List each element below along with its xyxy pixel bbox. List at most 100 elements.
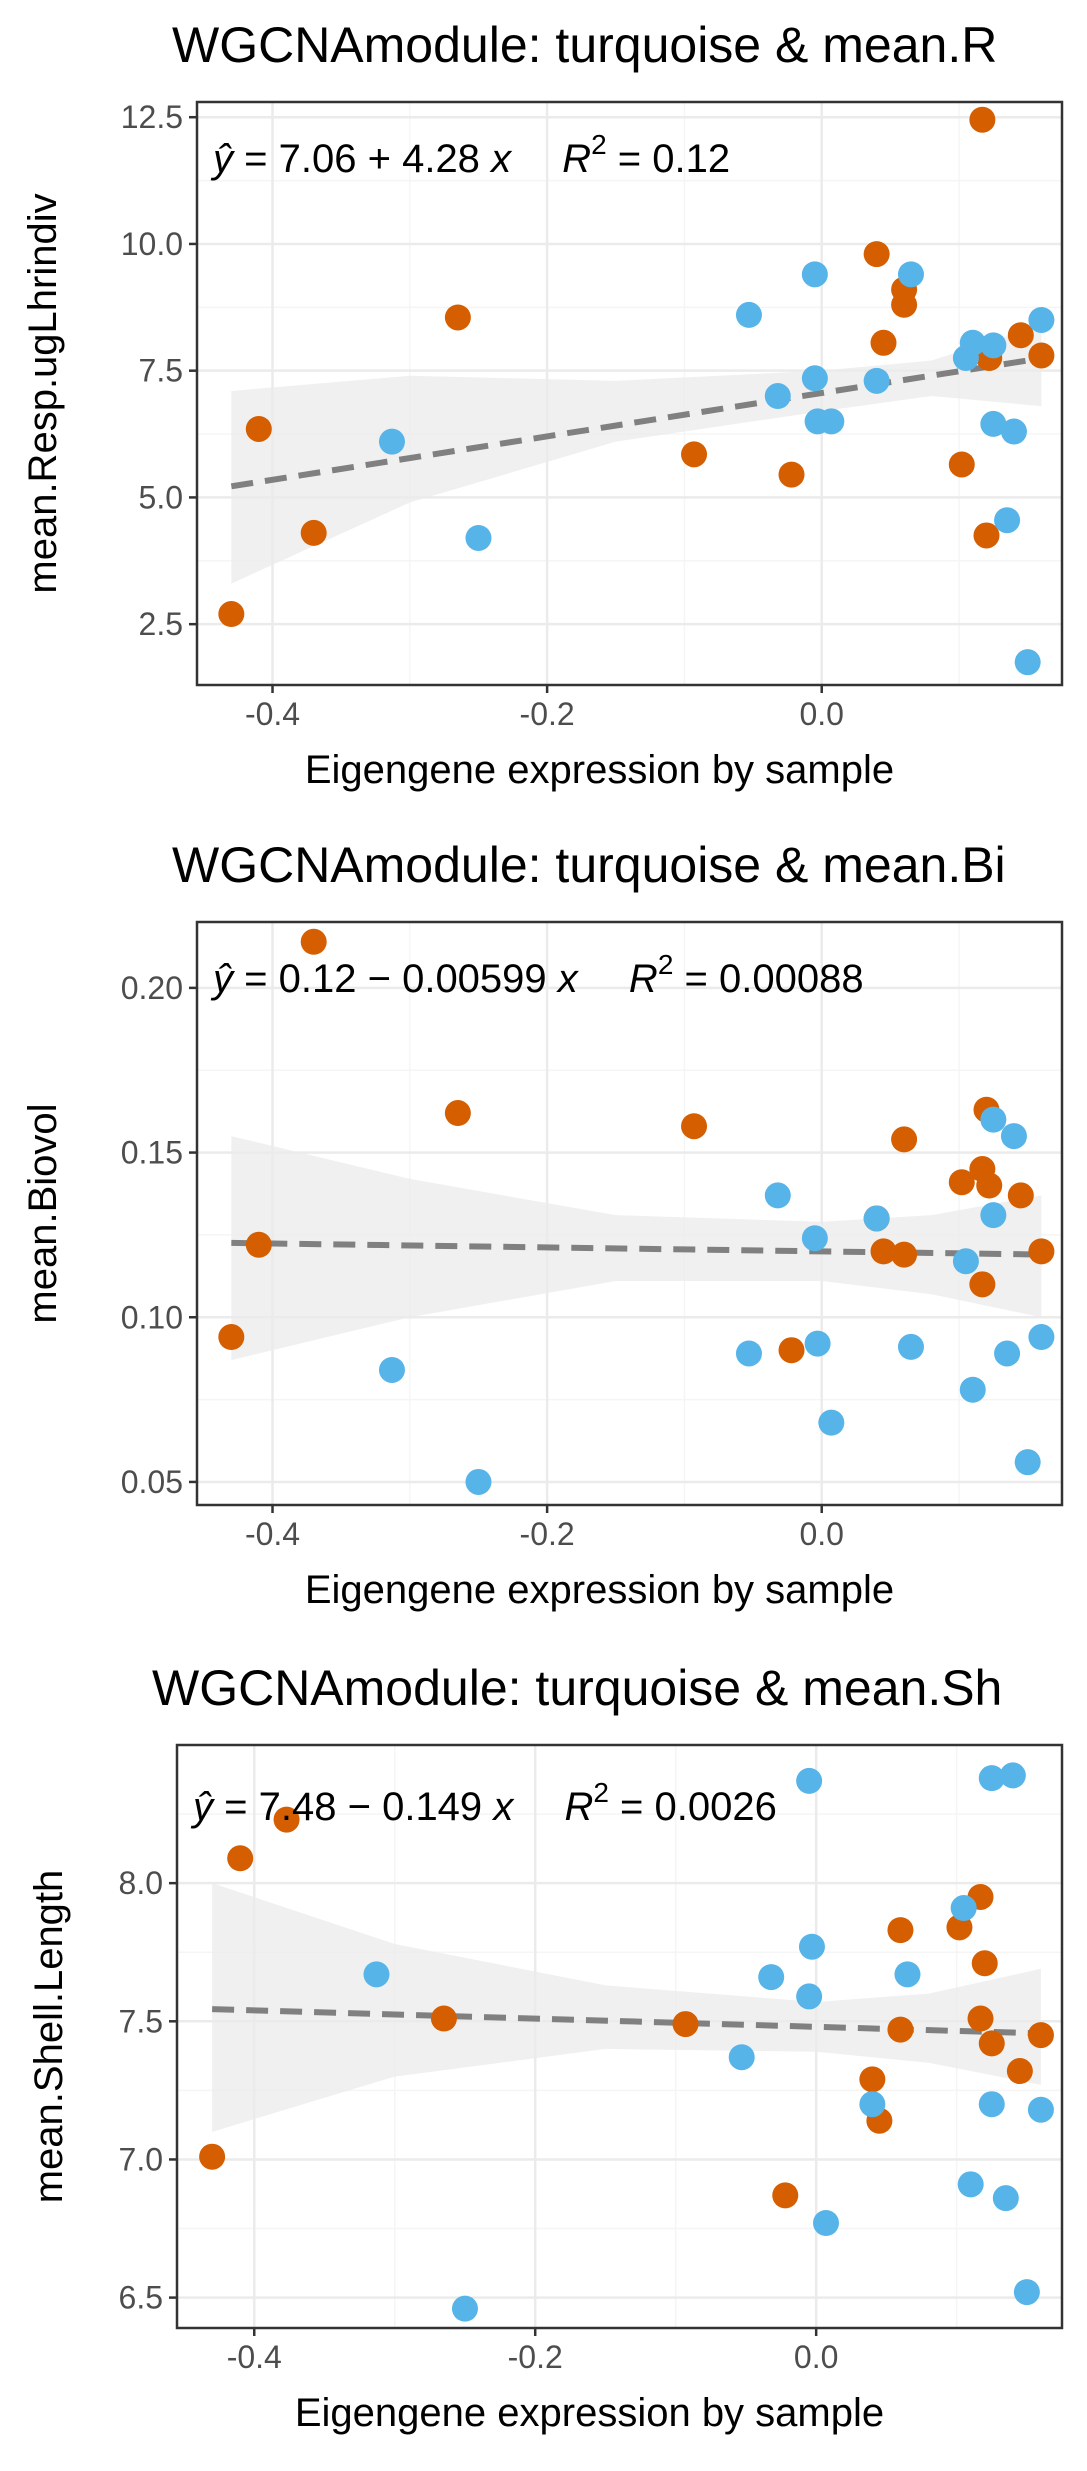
panel-2-point-blue bbox=[959, 1376, 986, 1403]
panel-1-point-orange bbox=[681, 441, 708, 468]
panel-2-point-blue bbox=[980, 1202, 1007, 1229]
panel-2-point-orange bbox=[891, 1241, 918, 1268]
panel-3-equation-sq: 2 bbox=[593, 1777, 609, 1808]
panel-3-point-blue bbox=[978, 1765, 1005, 1792]
panel-2-x-tick-label: -0.2 bbox=[520, 1516, 575, 1552]
panel-2-y-axis-title: mean.Biovol bbox=[21, 1103, 65, 1323]
panel-3-point-orange bbox=[946, 1914, 973, 1941]
panel-1-point-blue bbox=[1000, 418, 1027, 445]
panel-1-equation-r2: 0.12 bbox=[652, 137, 730, 181]
panel-3-point-orange bbox=[887, 2016, 914, 2043]
panel-2-equation-r: R bbox=[629, 957, 658, 1001]
panel-3-point-orange bbox=[1027, 2022, 1054, 2049]
panel-2-panel-border bbox=[195, 920, 1064, 1507]
panel-2-point-blue bbox=[818, 1409, 845, 1436]
panel-2-point-orange bbox=[969, 1271, 996, 1298]
panel-1-point-orange bbox=[1007, 322, 1034, 349]
panel-2-point-blue bbox=[1014, 1449, 1041, 1476]
panel-2-point-blue bbox=[897, 1333, 924, 1360]
panel-1: WGCNAmodule: turquoise & mean.R -0.4 -0.2… bbox=[21, 17, 1064, 792]
panel-2-point-orange bbox=[891, 1126, 918, 1153]
panel-3-point-orange bbox=[672, 2011, 699, 2038]
panel-3-point-blue bbox=[859, 2091, 886, 2118]
panel-2-point-blue bbox=[952, 1248, 979, 1275]
panel-3-point-blue bbox=[999, 1762, 1026, 1789]
panel-1-regression-line bbox=[230, 355, 1042, 490]
panel-2-plot: -0.4 -0.2 0.0 0.05 0.10 0.15 0.20 Eigengene exp… bbox=[21, 920, 1064, 1612]
panel-3-y-axis-title: mean.Shell.Length bbox=[27, 1870, 71, 2204]
panel-2-equation-intercept: 0.12 bbox=[279, 957, 357, 1001]
panel-3-point-orange bbox=[273, 1806, 300, 1833]
panel-1-equation-sq: 2 bbox=[591, 129, 607, 160]
panel-1-title: WGCNAmodule: turquoise & mean.R bbox=[172, 17, 997, 73]
panel-2-y-tick-label: 0.05 bbox=[121, 1464, 183, 1500]
panel-3-point-orange bbox=[227, 1845, 254, 1872]
panel-2-point-blue bbox=[735, 1340, 762, 1367]
panel-1-point-blue bbox=[764, 383, 791, 410]
panel-1-point-blue bbox=[994, 507, 1021, 534]
panel-1-point-orange bbox=[969, 106, 996, 133]
panel-1-point-orange bbox=[863, 241, 890, 268]
panel-2-point-blue bbox=[378, 1356, 405, 1383]
panel-2-point-orange bbox=[948, 1169, 975, 1196]
panel-3-x-tick-label: 0.0 bbox=[794, 2339, 838, 2375]
panel-2-equation-yhat: ŷ bbox=[210, 957, 236, 1001]
panel-1-point-blue bbox=[378, 428, 405, 455]
panel-3-point-blue bbox=[978, 2091, 1005, 2118]
panel-1-equation-intercept: 7.06 bbox=[279, 137, 357, 181]
panel-2-point-orange bbox=[681, 1113, 708, 1140]
panel-3-x-tick-label: -0.2 bbox=[508, 2339, 563, 2375]
panel-1-panel-border bbox=[195, 100, 1064, 687]
panel-1-equation-op: + bbox=[368, 137, 391, 181]
panel-2-point-blue bbox=[994, 1340, 1021, 1367]
panel-1-y-tick-label: 12.5 bbox=[121, 99, 183, 135]
panel-1-point-blue bbox=[735, 301, 762, 328]
panel-2-point-orange bbox=[870, 1238, 897, 1265]
panel-3-point-orange bbox=[199, 2143, 226, 2170]
panel-3-title: WGCNAmodule: turquoise & mean.Sh bbox=[152, 1660, 1002, 1716]
panel-1-equation-yhat: ŷ bbox=[210, 137, 236, 181]
panel-1-point-orange bbox=[444, 304, 471, 331]
panel-2-equation-eq2: = bbox=[673, 957, 719, 1001]
panel-1-equation-eq2: = bbox=[607, 137, 653, 181]
panel-2-point-blue bbox=[465, 1468, 492, 1495]
panel-3-equation-eq2: = bbox=[609, 1785, 655, 1829]
panel-2-point-orange bbox=[300, 928, 327, 955]
panel-2-equation-sq: 2 bbox=[658, 949, 674, 980]
panel-2-point-blue bbox=[804, 1330, 831, 1357]
panel-3-equation-intercept: 7.48 bbox=[259, 1785, 337, 1829]
panel-2-point-orange bbox=[1007, 1182, 1034, 1209]
panel-2-point-orange bbox=[1028, 1238, 1055, 1265]
panel-3-point-blue bbox=[1013, 2279, 1040, 2306]
panel-1-x-tick-label: 0.0 bbox=[799, 696, 843, 732]
panel-2-title: WGCNAmodule: turquoise & mean.Bi bbox=[172, 837, 1006, 893]
panel-2-equation-op: − bbox=[368, 957, 391, 1001]
panel-1-point-orange bbox=[973, 522, 1000, 549]
panel-1-y-tick-label: 2.5 bbox=[139, 606, 183, 642]
panel-3-point-orange bbox=[971, 1950, 998, 1977]
panel-1-equation-eq: = bbox=[244, 137, 278, 181]
panel-3-point-blue bbox=[796, 1983, 823, 2010]
panel-3-point-blue bbox=[758, 1964, 785, 1991]
panel-2-point-blue bbox=[764, 1182, 791, 1209]
panel-1-equation-slope: 4.28 bbox=[402, 137, 480, 181]
panel-3-point-orange bbox=[772, 2182, 799, 2209]
panel-3-point-blue bbox=[813, 2210, 839, 2237]
panel-2-point-orange bbox=[245, 1231, 272, 1258]
panel-2-point-orange bbox=[976, 1172, 1003, 1199]
panel-1-x-tick-label: -0.4 bbox=[245, 696, 300, 732]
panel-3-panel-border bbox=[175, 1743, 1064, 2330]
panel-1-point-orange bbox=[245, 415, 272, 442]
panel-2-x-tick-label: 0.0 bbox=[799, 1516, 843, 1552]
panel-1-point-blue bbox=[1014, 649, 1041, 676]
panel-2-y-tick-label: 0.20 bbox=[121, 970, 183, 1006]
panel-2-equation-x: x bbox=[556, 957, 580, 1001]
panel-2-equation-slope: 0.00599 bbox=[402, 957, 547, 1001]
panel-1-equation: ŷ = 7.06 + 4.28 x R2 = 0.12 bbox=[210, 129, 730, 181]
panel-1-point-blue bbox=[863, 367, 890, 394]
panel-3-point-orange bbox=[978, 2030, 1005, 2057]
panel-3-point-orange bbox=[430, 2005, 457, 2032]
panel-1-equation-r: R bbox=[562, 137, 591, 181]
panel-3-point-blue bbox=[796, 1767, 823, 1794]
